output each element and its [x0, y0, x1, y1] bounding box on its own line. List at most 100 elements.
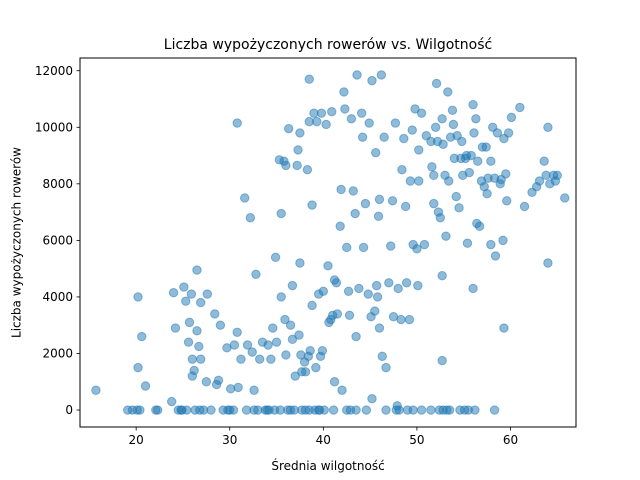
- data-point: [210, 309, 220, 319]
- data-point: [361, 405, 372, 415]
- data-point: [287, 334, 298, 345]
- data-point: [490, 251, 501, 261]
- data-point: [170, 323, 181, 333]
- data-point: [416, 405, 427, 415]
- data-point: [304, 74, 314, 84]
- data-point: [140, 381, 151, 391]
- data-point: [137, 331, 147, 342]
- data-point: [492, 128, 503, 138]
- data-point: [503, 128, 514, 138]
- data-point: [419, 239, 430, 250]
- data-point: [429, 170, 439, 181]
- data-point: [195, 405, 205, 415]
- data-point: [350, 208, 360, 219]
- data-point: [410, 104, 420, 114]
- data-point: [346, 114, 357, 124]
- data-point: [328, 405, 339, 415]
- y-tick-label: 8000: [42, 177, 73, 191]
- data-point: [468, 283, 478, 294]
- data-point: [294, 330, 304, 340]
- data-point: [292, 160, 302, 171]
- data-point: [316, 108, 327, 118]
- data-point: [351, 331, 361, 342]
- data-point: [343, 286, 354, 296]
- data-point: [501, 169, 511, 179]
- data-point: [426, 405, 436, 415]
- data-point: [373, 211, 384, 222]
- data-point: [552, 170, 562, 181]
- data-point: [168, 287, 179, 298]
- data-point: [437, 271, 447, 281]
- data-point: [337, 385, 347, 395]
- data-point: [135, 405, 145, 415]
- data-point: [437, 355, 447, 366]
- data-point: [543, 122, 553, 132]
- y-axis: 0 2000 4000 6000 8000 10000 12000: [35, 64, 80, 417]
- data-point: [386, 241, 396, 251]
- data-point: [290, 371, 300, 381]
- data-point: [367, 394, 377, 404]
- data-point: [302, 164, 313, 175]
- plot-frame: [79, 57, 577, 428]
- data-point: [560, 193, 570, 203]
- data-point: [152, 405, 163, 415]
- data-point: [317, 345, 328, 356]
- data-point: [184, 317, 195, 328]
- data-point: [447, 105, 458, 116]
- y-tick-label: 10000: [35, 120, 73, 134]
- data-point: [379, 132, 389, 142]
- data-point: [473, 156, 483, 166]
- data-point: [448, 119, 459, 130]
- data-point: [196, 354, 206, 364]
- data-point: [413, 280, 423, 291]
- data-point: [364, 118, 374, 128]
- data-point: [305, 345, 315, 356]
- data-point: [397, 164, 407, 175]
- data-point: [311, 362, 321, 373]
- data-point: [201, 377, 212, 387]
- data-point: [295, 258, 305, 268]
- data-point: [408, 405, 418, 415]
- data-point: [271, 337, 282, 347]
- data-point: [443, 87, 453, 97]
- data-point: [281, 350, 291, 360]
- data-point: [344, 310, 355, 321]
- data-point: [281, 160, 291, 171]
- data-point: [133, 292, 143, 302]
- data-point: [462, 238, 473, 248]
- data-point: [381, 362, 391, 373]
- data-point: [464, 167, 475, 178]
- data-point: [371, 280, 382, 291]
- y-tick-label: 12000: [35, 64, 73, 78]
- data-point: [242, 340, 253, 350]
- data-point: [519, 201, 530, 212]
- data-point: [251, 269, 261, 280]
- y-axis-label: Liczba wypożyczonych rowerów: [10, 147, 24, 338]
- data-point: [372, 292, 383, 302]
- data-point: [332, 309, 343, 319]
- data-point: [412, 244, 422, 254]
- data-point: [502, 196, 512, 206]
- data-point: [431, 78, 442, 89]
- data-point: [91, 385, 101, 395]
- data-point: [335, 221, 345, 231]
- data-point: [340, 104, 350, 114]
- data-point: [357, 132, 368, 142]
- data-point: [236, 354, 246, 364]
- data-point: [192, 326, 202, 336]
- data-point: [414, 145, 424, 155]
- data-point: [390, 118, 401, 128]
- data-point: [192, 265, 202, 275]
- data-point: [543, 258, 553, 268]
- data-point: [384, 278, 394, 288]
- data-point: [276, 292, 286, 302]
- data-point: [247, 347, 257, 357]
- data-point: [381, 405, 391, 415]
- data-point: [444, 176, 454, 186]
- data-point: [469, 128, 479, 138]
- data-point: [321, 119, 331, 130]
- data-point: [254, 354, 265, 364]
- data-point: [407, 125, 417, 135]
- data-point: [391, 405, 402, 415]
- points-layer: [91, 70, 570, 415]
